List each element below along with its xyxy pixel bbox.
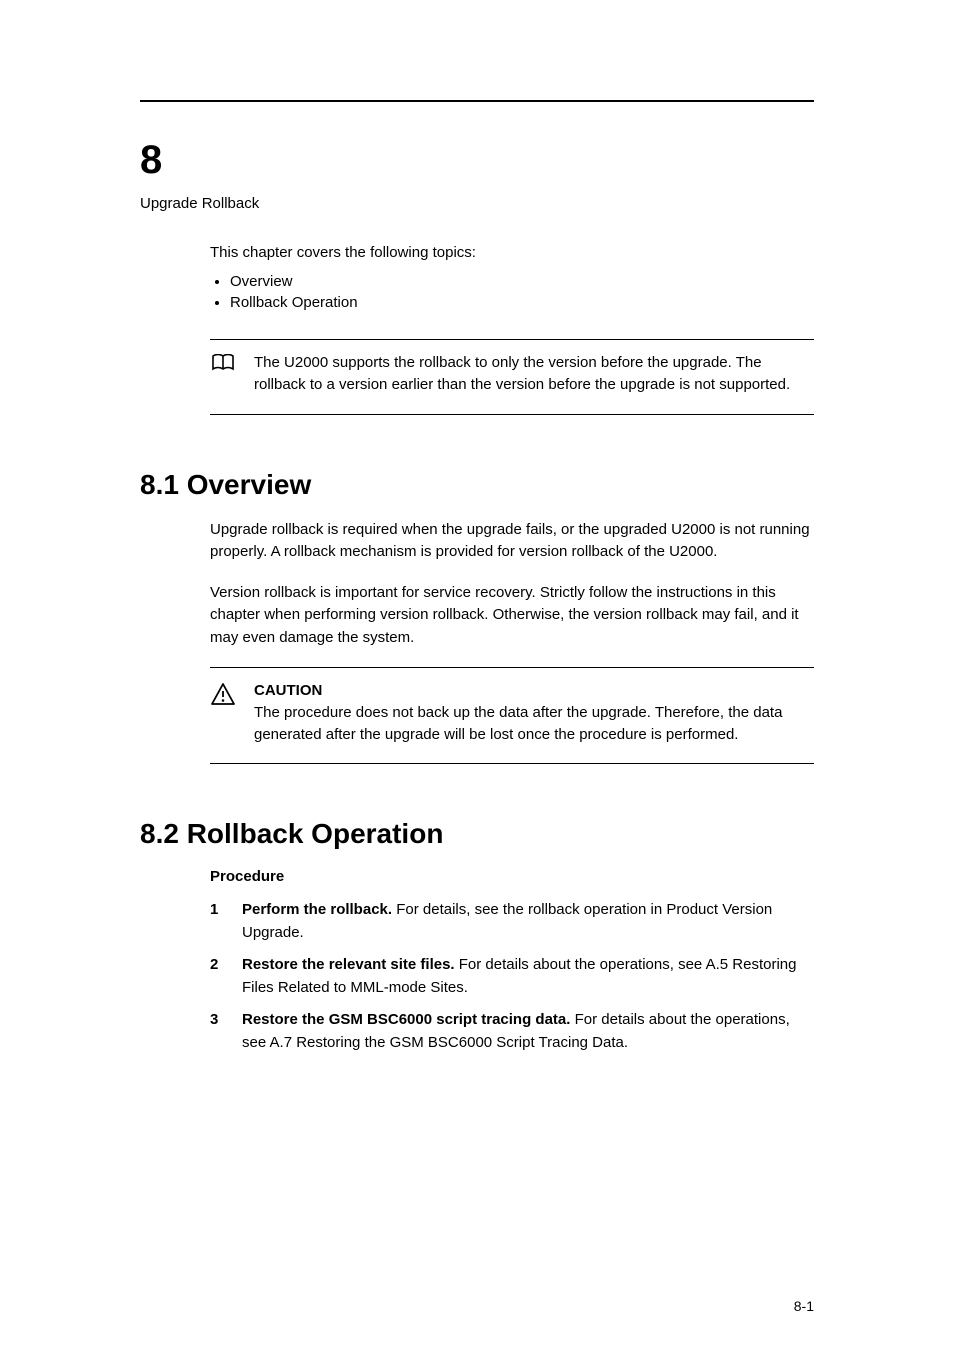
section-heading: 8.2 Rollback Operation: [140, 818, 814, 850]
body-paragraph: Version rollback is important for servic…: [210, 582, 814, 650]
step-number: 3: [210, 1009, 224, 1054]
procedure-step: 1 Perform the rollback. For details, see…: [210, 899, 814, 944]
step-number: 2: [210, 954, 224, 999]
procedure-step: 3 Restore the GSM BSC6000 script tracing…: [210, 1009, 814, 1054]
section-heading: 8.1 Overview: [140, 469, 814, 501]
list-item: Rollback Operation: [230, 294, 814, 311]
procedure-heading: Procedure: [210, 868, 814, 885]
intro-text: This chapter covers the following topics…: [210, 244, 814, 261]
caution-text: CAUTION The procedure does not back up t…: [254, 680, 814, 745]
book-icon: [210, 352, 236, 372]
step-action: Perform the rollback.: [242, 901, 392, 918]
caution-block: CAUTION The procedure does not back up t…: [210, 667, 814, 764]
chapter-title: Upgrade Rollback: [140, 195, 814, 212]
top-rule: [140, 100, 814, 102]
step-action: Restore the GSM BSC6000 script tracing d…: [242, 1011, 570, 1028]
warning-icon: [210, 680, 236, 706]
caution-label: CAUTION: [254, 682, 322, 699]
page-number: 8-1: [794, 1298, 814, 1314]
step-number: 1: [210, 899, 224, 944]
caution-body: The procedure does not back up the data …: [254, 704, 782, 743]
procedure-step: 2 Restore the relevant site files. For d…: [210, 954, 814, 999]
note-block: The U2000 supports the rollback to only …: [210, 339, 814, 415]
step-body: Restore the relevant site files. For det…: [242, 954, 814, 999]
body-paragraph: Upgrade rollback is required when the up…: [210, 519, 814, 564]
chapter-number: 8: [140, 138, 814, 183]
step-body: Restore the GSM BSC6000 script tracing d…: [242, 1009, 814, 1054]
step-action: Restore the relevant site files.: [242, 956, 455, 973]
list-item: Overview: [230, 273, 814, 290]
topic-list: Overview Rollback Operation: [230, 273, 814, 311]
step-body: Perform the rollback. For details, see t…: [242, 899, 814, 944]
note-text: The U2000 supports the rollback to only …: [254, 352, 814, 396]
